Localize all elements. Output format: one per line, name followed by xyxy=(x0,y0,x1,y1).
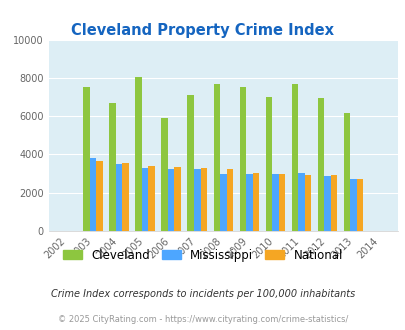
Bar xyxy=(115,164,122,231)
Bar xyxy=(356,179,362,231)
Bar xyxy=(168,169,174,231)
Text: Crime Index corresponds to incidents per 100,000 inhabitants: Crime Index corresponds to incidents per… xyxy=(51,289,354,299)
Bar xyxy=(83,87,90,231)
Bar xyxy=(187,95,194,231)
Bar xyxy=(135,77,141,231)
Bar xyxy=(213,83,220,231)
Bar xyxy=(96,161,102,231)
Bar xyxy=(317,98,324,231)
Bar xyxy=(161,118,168,231)
Bar xyxy=(350,179,356,231)
Bar xyxy=(220,174,226,231)
Bar xyxy=(239,87,245,231)
Text: © 2025 CityRating.com - https://www.cityrating.com/crime-statistics/: © 2025 CityRating.com - https://www.city… xyxy=(58,315,347,324)
Bar xyxy=(343,113,350,231)
Text: Cleveland Property Crime Index: Cleveland Property Crime Index xyxy=(71,23,334,38)
Bar xyxy=(200,168,207,231)
Bar xyxy=(226,169,232,231)
Bar xyxy=(109,103,115,231)
Bar xyxy=(271,174,278,231)
Bar xyxy=(122,163,128,231)
Legend: Cleveland, Mississippi, National: Cleveland, Mississippi, National xyxy=(58,244,347,266)
Bar xyxy=(252,173,258,231)
Bar xyxy=(298,173,304,231)
Bar xyxy=(304,175,311,231)
Bar xyxy=(90,158,96,231)
Bar xyxy=(194,169,200,231)
Bar xyxy=(265,97,271,231)
Bar xyxy=(278,174,284,231)
Bar xyxy=(245,174,252,231)
Bar xyxy=(141,168,148,231)
Bar xyxy=(324,177,330,231)
Bar xyxy=(291,83,298,231)
Bar xyxy=(330,176,337,231)
Bar xyxy=(148,166,155,231)
Bar xyxy=(174,167,181,231)
